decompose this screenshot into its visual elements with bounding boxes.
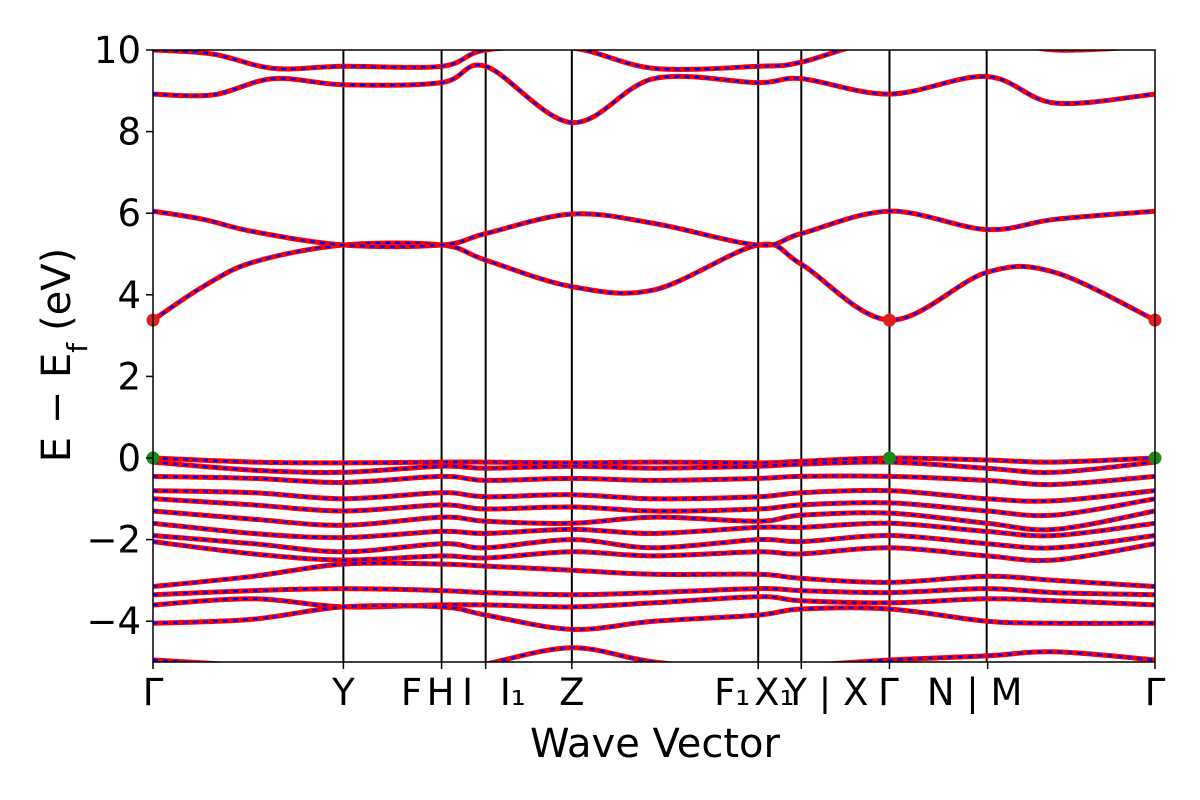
y-tick-label: −4 — [86, 600, 141, 643]
bands-group — [153, 50, 1155, 662]
y-tick-label: 4 — [117, 274, 141, 317]
band-line-vb6-down — [153, 509, 1155, 532]
x-tick-label: Γ — [878, 671, 899, 714]
y-tick-label: 10 — [94, 29, 141, 72]
band-line-vb13-up — [153, 603, 1155, 632]
x-tick-label: N | M — [927, 671, 1023, 714]
band-line-cb3-down — [153, 63, 1155, 124]
y-axis-title: E − Ef(eV) — [34, 248, 94, 463]
plot-frame — [152, 49, 1156, 663]
y-tick-label: 0 — [117, 437, 141, 480]
band-line-vb8-down — [153, 534, 1155, 554]
band-line-vb7-down — [153, 521, 1155, 539]
y-tick-label: 2 — [117, 355, 141, 398]
band-line-vb9-down — [153, 540, 1155, 562]
x-tick-label: I — [462, 671, 473, 714]
x-tick-label: F₁ — [714, 671, 750, 714]
band-edge-marker — [882, 451, 896, 465]
x-tick-label: H — [427, 671, 455, 714]
plot-area — [146, 49, 1162, 663]
x-tick-label: Γ — [143, 671, 164, 714]
x-tick-label: Y — [331, 671, 355, 714]
x-axis-title: Wave Vector — [530, 721, 781, 767]
y-tick-label: −2 — [86, 519, 141, 562]
band-line-vb4-down — [153, 489, 1155, 503]
y-axis: −4 −2 0 2 4 6 8 10 — [86, 29, 153, 643]
band-line-vb10-down — [153, 561, 1155, 588]
x-tick-label: X₁ — [754, 671, 794, 714]
x-tick-label: Z — [559, 671, 584, 714]
band-edge-marker — [882, 313, 896, 327]
band-line-cb1-down — [153, 241, 1155, 322]
y-tick-label: 8 — [117, 111, 141, 154]
band-line-vb14-up — [153, 645, 1155, 662]
band-line-vb1-down — [153, 456, 1155, 465]
band-line-vb12-down — [153, 595, 1155, 609]
band-line-cb4-up — [153, 50, 1130, 72]
band-line-cb3-up — [153, 62, 1155, 126]
band-line-vb13-down — [153, 604, 1155, 631]
band-line-vb11-down — [153, 587, 1155, 596]
band-line-cb2-down — [153, 209, 1155, 248]
band-line-vb3-down — [153, 474, 1155, 486]
x-tick-label: Γ — [1145, 671, 1166, 714]
x-tick-label: Y | X — [783, 671, 868, 714]
band-line-vb2-down — [153, 460, 1155, 474]
band-line-cb4-down — [153, 50, 1109, 71]
x-tick-label: F — [401, 671, 422, 714]
x-tick-label: I₁ — [500, 671, 526, 714]
band-line-cb1-up — [153, 240, 1155, 323]
band-line-vb5-down — [153, 497, 1155, 517]
y-tick-label: 6 — [117, 192, 141, 235]
